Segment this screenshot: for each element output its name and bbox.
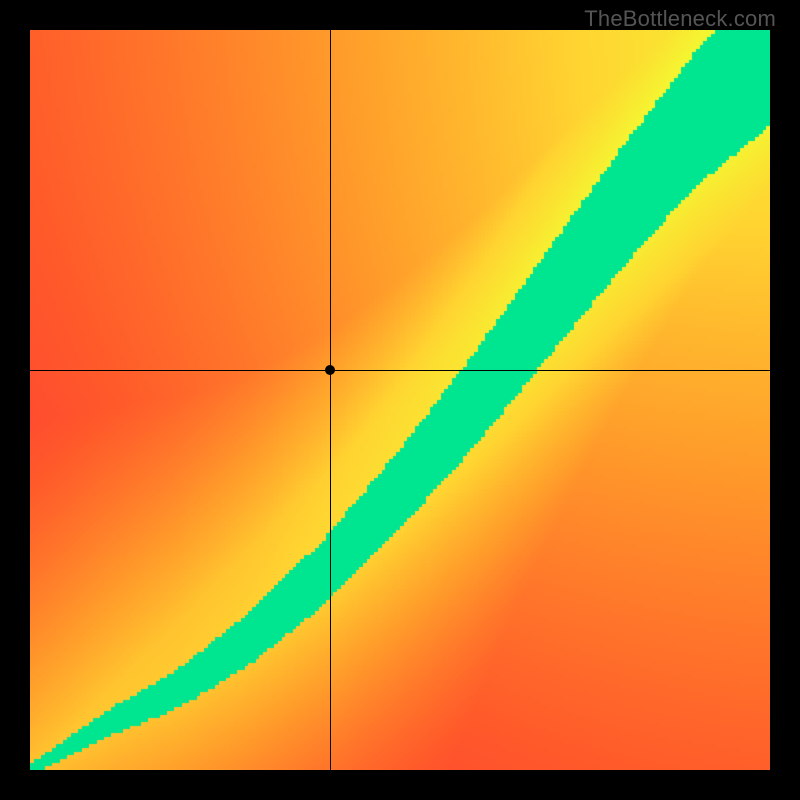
- crosshair-horizontal: [30, 370, 770, 371]
- watermark-text: TheBottleneck.com: [584, 6, 776, 32]
- heatmap-canvas: [30, 30, 770, 770]
- crosshair-dot: [325, 365, 335, 375]
- crosshair-vertical: [330, 30, 331, 770]
- plot-area: [30, 30, 770, 770]
- chart-container: TheBottleneck.com: [0, 0, 800, 800]
